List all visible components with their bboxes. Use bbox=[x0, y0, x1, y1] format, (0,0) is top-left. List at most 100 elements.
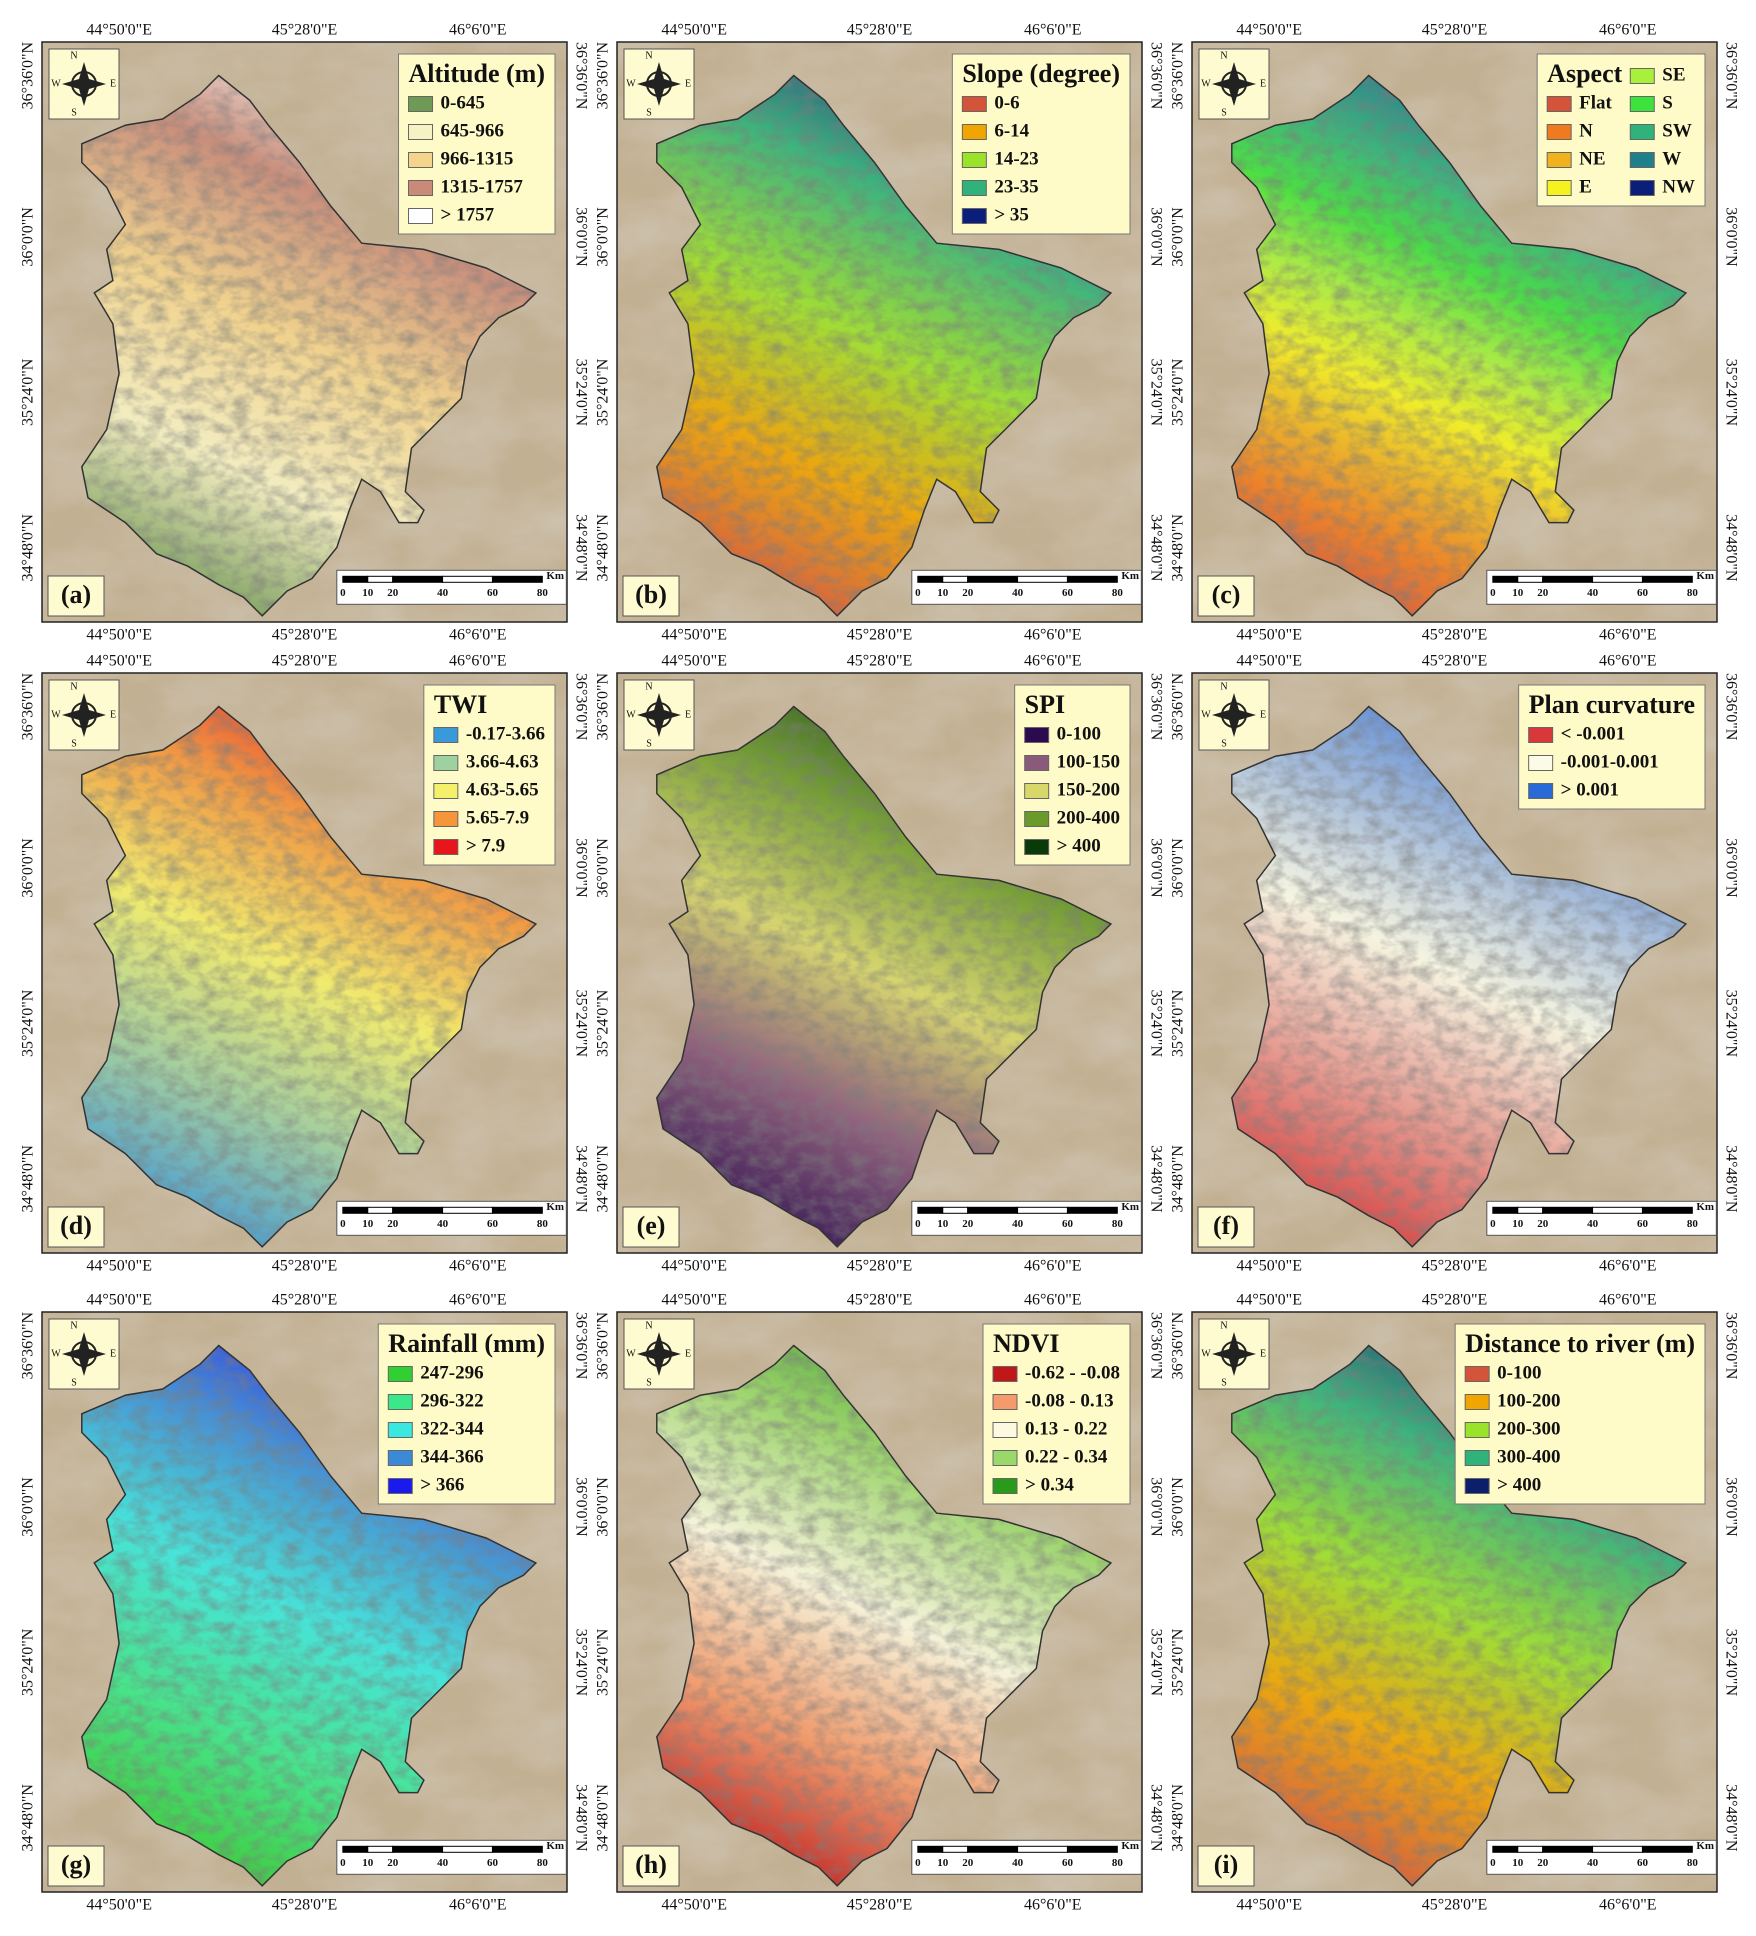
legend-swatch bbox=[992, 1450, 1018, 1466]
scale-segment bbox=[1066, 1845, 1118, 1853]
panel-label-box bbox=[47, 1206, 105, 1248]
latitude-label: 34°48'0"N bbox=[20, 1145, 37, 1213]
legend-label: 0.13 - 0.22 bbox=[1025, 1418, 1107, 1439]
map-panel: N S W E SPI 0-100 100-150 150-200 200-400 > 400 (e… bbox=[595, 653, 1165, 1275]
latitude-label: 34°48'0"N bbox=[572, 1145, 589, 1213]
scale-label: 60 bbox=[1637, 1218, 1649, 1230]
latitude-label: 35°24'0"N bbox=[1722, 359, 1739, 427]
latitude-label: 34°48'0"N bbox=[1170, 1145, 1187, 1213]
longitude-label: 44°50'0"E bbox=[86, 653, 152, 670]
legend-swatch bbox=[433, 755, 459, 771]
legend-box bbox=[1014, 684, 1131, 866]
longitude-label: 46°6'0"E bbox=[1024, 1258, 1082, 1275]
longitude-label: 44°50'0"E bbox=[1236, 1292, 1302, 1309]
latitude-label: 35°24'0"N bbox=[1147, 1629, 1164, 1697]
legend: Altitude (m) 0-645 645-966 966-1315 1315-175… bbox=[398, 53, 556, 235]
latitude-label: 36°0'0"N bbox=[20, 1477, 37, 1537]
scale-label: 10 bbox=[937, 1857, 949, 1869]
scale-label: 0 bbox=[340, 1218, 346, 1230]
legend-swatch bbox=[1629, 124, 1655, 140]
scale-segment bbox=[967, 1206, 1019, 1214]
legend-label: 296-322 bbox=[420, 1390, 483, 1411]
map-panel: N S W E TWI -0.17-3.66 3.66-4.63 4.63-5.65 5.65-… bbox=[20, 653, 590, 1275]
longitude-label: 45°28'0"E bbox=[272, 1258, 338, 1275]
legend-label: Flat bbox=[1579, 92, 1612, 113]
study-area-border bbox=[1231, 705, 1688, 1248]
scale-segment bbox=[442, 1206, 493, 1214]
longitude-label: 46°6'0"E bbox=[1599, 1292, 1657, 1309]
legend-label: -0.08 - 0.13 bbox=[1025, 1390, 1114, 1411]
compass-w: W bbox=[626, 1348, 636, 1359]
compass-star bbox=[637, 1332, 681, 1376]
legend-swatch bbox=[992, 1478, 1018, 1494]
scale-label: 10 bbox=[362, 1857, 374, 1869]
longitude-label: 45°28'0"E bbox=[272, 1292, 338, 1309]
latitude-label: 34°48'0"N bbox=[1147, 514, 1164, 582]
legend-label: 0-100 bbox=[1057, 723, 1101, 744]
scale-label: 10 bbox=[937, 587, 949, 599]
scale-label: 0 bbox=[1490, 587, 1496, 599]
scale-segment bbox=[1542, 575, 1594, 583]
legend-label: 344-366 bbox=[420, 1446, 483, 1467]
latitude-label: 34°48'0"N bbox=[20, 1784, 37, 1852]
scale-segment bbox=[442, 1845, 493, 1853]
latitude-label: 34°48'0"N bbox=[1722, 514, 1739, 582]
scale-segment bbox=[1542, 1206, 1594, 1214]
latitude-label: 36°36'0"N bbox=[572, 673, 589, 741]
compass-s: S bbox=[1221, 738, 1227, 749]
longitude-label: 46°6'0"E bbox=[1599, 653, 1657, 670]
scale-label: 60 bbox=[487, 1857, 499, 1869]
latitude-label: 36°36'0"N bbox=[20, 1312, 37, 1380]
latitude-label: 36°0'0"N bbox=[1147, 1477, 1164, 1537]
panel-label: (h) bbox=[635, 1850, 667, 1879]
legend-label: > 400 bbox=[1497, 1474, 1541, 1495]
latitude-label: 36°0'0"N bbox=[1170, 207, 1187, 267]
scale-label: 0 bbox=[340, 1857, 346, 1869]
latitude-label: 35°24'0"N bbox=[1170, 989, 1187, 1057]
legend-title: TWI bbox=[434, 690, 487, 719]
legend-label: NW bbox=[1662, 176, 1695, 197]
scale-label: 10 bbox=[362, 587, 374, 599]
legend-swatch bbox=[1629, 68, 1655, 84]
legend-label: 3.66-4.63 bbox=[466, 751, 539, 772]
latitude-label: 34°48'0"N bbox=[572, 514, 589, 582]
longitude-label: 45°28'0"E bbox=[272, 22, 338, 39]
compass-n: N bbox=[645, 50, 652, 61]
scale-segment bbox=[1517, 1845, 1544, 1853]
scale-segment bbox=[917, 1845, 944, 1853]
legend: Plan curvature < -0.001 -0.001-0.001 > 0.00… bbox=[1518, 684, 1706, 810]
compass-n: N bbox=[70, 681, 77, 692]
compass-ring bbox=[71, 1341, 97, 1367]
longitude-label: 45°28'0"E bbox=[1422, 1897, 1488, 1914]
study-area-border bbox=[81, 74, 538, 617]
compass-e: E bbox=[110, 709, 116, 720]
longitude-label: 46°6'0"E bbox=[449, 627, 507, 644]
legend-swatch bbox=[408, 124, 434, 140]
scale-segment bbox=[967, 1845, 1019, 1853]
scale-segment bbox=[1517, 1206, 1544, 1214]
longitude-label: 45°28'0"E bbox=[272, 627, 338, 644]
compass-w: W bbox=[1201, 1348, 1211, 1359]
compass-ring bbox=[71, 702, 97, 728]
scale-label: 80 bbox=[1687, 1218, 1699, 1230]
legend-swatch bbox=[961, 124, 987, 140]
scale-segment bbox=[942, 1206, 969, 1214]
longitude-label: 45°28'0"E bbox=[847, 1897, 913, 1914]
panel-label: (i) bbox=[1214, 1850, 1239, 1879]
compass-s: S bbox=[646, 738, 652, 749]
legend-swatch bbox=[1464, 1478, 1490, 1494]
compass-star bbox=[637, 693, 681, 737]
scale-segment bbox=[392, 575, 444, 583]
scale-label: 10 bbox=[1512, 587, 1524, 599]
scale-segment bbox=[491, 1845, 543, 1853]
compass-s: S bbox=[646, 1377, 652, 1388]
panel-label: (d) bbox=[60, 1211, 92, 1240]
latitude-label: 36°36'0"N bbox=[1722, 42, 1739, 110]
longitude-label: 44°50'0"E bbox=[1236, 22, 1302, 39]
legend: Rainfall (mm) 247-296 296-322 322-344 344-36… bbox=[377, 1323, 556, 1505]
scale-segment bbox=[1017, 575, 1068, 583]
scale-segment bbox=[392, 1206, 444, 1214]
compass-e: E bbox=[685, 1348, 691, 1359]
latitude-label: 34°48'0"N bbox=[595, 1784, 612, 1852]
scale-label: 10 bbox=[937, 1218, 949, 1230]
